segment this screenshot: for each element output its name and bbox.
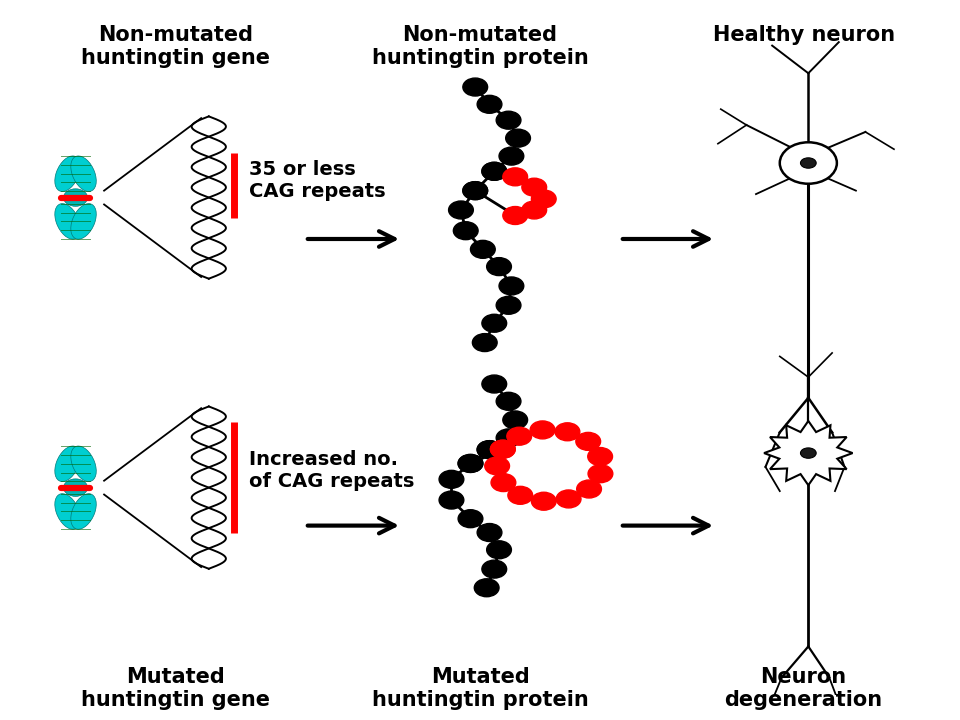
Circle shape [522,179,546,196]
Circle shape [499,277,524,295]
Circle shape [477,441,502,459]
Ellipse shape [801,448,816,458]
Circle shape [530,421,555,439]
Circle shape [463,181,488,199]
Circle shape [503,168,528,186]
Circle shape [496,111,521,129]
Circle shape [487,541,512,559]
Circle shape [507,427,532,445]
Circle shape [439,491,464,509]
Ellipse shape [63,479,87,496]
Circle shape [487,258,512,276]
Circle shape [472,333,497,351]
Circle shape [491,440,516,458]
Text: Neuron
degeneration: Neuron degeneration [725,667,882,711]
Ellipse shape [55,494,81,529]
Circle shape [477,95,502,113]
Text: Non-mutated
huntingtin gene: Non-mutated huntingtin gene [81,25,270,68]
Circle shape [453,222,478,240]
Circle shape [576,433,601,450]
Circle shape [503,207,528,225]
Circle shape [556,490,581,508]
Circle shape [532,190,556,208]
Circle shape [532,492,556,510]
Circle shape [482,162,507,180]
Circle shape [506,129,531,147]
Circle shape [577,480,601,498]
Circle shape [482,314,507,332]
Circle shape [508,486,533,504]
Circle shape [496,429,521,447]
Circle shape [470,240,495,258]
Ellipse shape [71,156,96,192]
Text: Increased no.
of CAG repeats: Increased no. of CAG repeats [249,450,414,491]
Text: Mutated
huntingtin gene: Mutated huntingtin gene [81,667,270,711]
Circle shape [482,162,507,180]
Circle shape [439,470,464,488]
Circle shape [474,579,499,597]
Circle shape [780,143,837,184]
Text: 35 or less
CAG repeats: 35 or less CAG repeats [249,160,385,201]
Circle shape [463,181,488,199]
Circle shape [588,464,612,482]
Circle shape [477,441,502,459]
Circle shape [458,510,483,528]
Ellipse shape [71,204,96,239]
Text: Healthy neuron: Healthy neuron [712,25,895,45]
Circle shape [522,201,546,219]
Ellipse shape [801,158,816,168]
Circle shape [503,411,528,429]
Circle shape [588,448,612,465]
Circle shape [458,454,483,472]
Ellipse shape [55,446,81,482]
Circle shape [492,474,516,492]
Circle shape [496,297,521,314]
Circle shape [463,78,488,96]
Circle shape [458,454,483,472]
Circle shape [491,440,516,458]
Text: Non-mutated
huntingtin protein: Non-mutated huntingtin protein [372,25,588,68]
Circle shape [499,147,524,165]
Text: Mutated
huntingtin protein: Mutated huntingtin protein [372,667,588,711]
Circle shape [482,560,507,578]
Circle shape [482,375,507,393]
Circle shape [555,423,580,441]
Polygon shape [764,421,852,485]
Circle shape [448,201,473,219]
Ellipse shape [55,156,81,192]
Ellipse shape [55,204,81,239]
Circle shape [477,523,502,541]
Ellipse shape [71,446,96,482]
Ellipse shape [63,189,87,207]
Ellipse shape [71,494,96,529]
Circle shape [485,457,510,475]
Circle shape [496,392,521,410]
